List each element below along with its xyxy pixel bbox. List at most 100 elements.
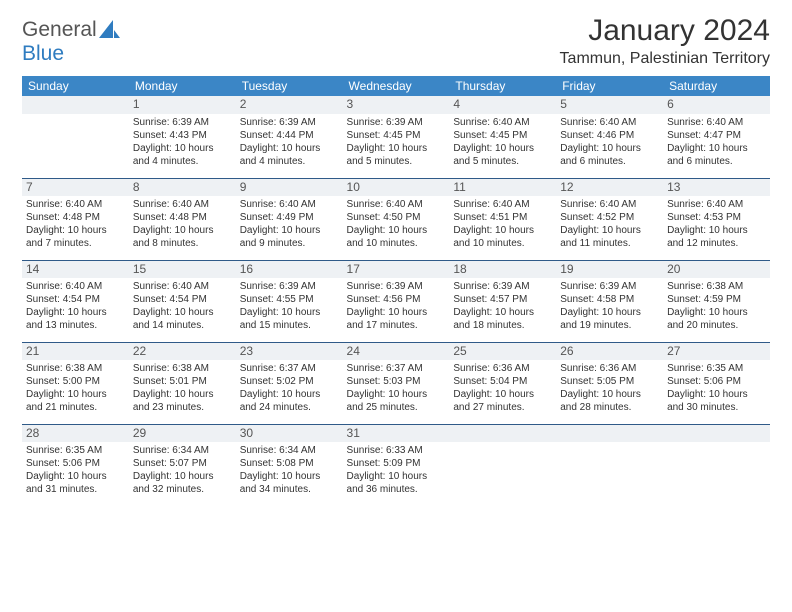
sunset-text: Sunset: 5:02 PM xyxy=(240,375,339,388)
calendar-week-row: 14Sunrise: 6:40 AMSunset: 4:54 PMDayligh… xyxy=(22,260,770,342)
calendar-day-cell: 25Sunrise: 6:36 AMSunset: 5:04 PMDayligh… xyxy=(449,342,556,424)
day-number: 24 xyxy=(343,343,450,361)
brand-part1: General xyxy=(22,18,97,41)
day-details: Sunrise: 6:38 AMSunset: 5:01 PMDaylight:… xyxy=(133,362,232,414)
sunrise-text: Sunrise: 6:39 AM xyxy=(560,280,659,293)
calendar-day-cell: 27Sunrise: 6:35 AMSunset: 5:06 PMDayligh… xyxy=(663,342,770,424)
sunrise-text: Sunrise: 6:40 AM xyxy=(240,198,339,211)
title-block: January 2024 Tammun, Palestinian Territo… xyxy=(560,14,770,68)
daylight-text: Daylight: 10 hours and 32 minutes. xyxy=(133,470,232,496)
day-details: Sunrise: 6:34 AMSunset: 5:07 PMDaylight:… xyxy=(133,444,232,496)
calendar-day-cell: 29Sunrise: 6:34 AMSunset: 5:07 PMDayligh… xyxy=(129,424,236,506)
day-details: Sunrise: 6:37 AMSunset: 5:03 PMDaylight:… xyxy=(347,362,446,414)
day-details: Sunrise: 6:40 AMSunset: 4:45 PMDaylight:… xyxy=(453,116,552,168)
sunset-text: Sunset: 4:59 PM xyxy=(667,293,766,306)
day-details: Sunrise: 6:40 AMSunset: 4:48 PMDaylight:… xyxy=(133,198,232,250)
calendar-day-cell xyxy=(663,424,770,506)
calendar-day-cell: 26Sunrise: 6:36 AMSunset: 5:05 PMDayligh… xyxy=(556,342,663,424)
calendar-week-row: 7Sunrise: 6:40 AMSunset: 4:48 PMDaylight… xyxy=(22,178,770,260)
daylight-text: Daylight: 10 hours and 21 minutes. xyxy=(26,388,125,414)
calendar-day-cell: 12Sunrise: 6:40 AMSunset: 4:52 PMDayligh… xyxy=(556,178,663,260)
calendar-day-cell: 10Sunrise: 6:40 AMSunset: 4:50 PMDayligh… xyxy=(343,178,450,260)
day-header: Friday xyxy=(556,76,663,96)
day-number xyxy=(556,425,663,443)
day-details: Sunrise: 6:40 AMSunset: 4:53 PMDaylight:… xyxy=(667,198,766,250)
day-number: 18 xyxy=(449,261,556,279)
sunrise-text: Sunrise: 6:39 AM xyxy=(240,280,339,293)
day-details: Sunrise: 6:40 AMSunset: 4:47 PMDaylight:… xyxy=(667,116,766,168)
calendar-day-cell: 11Sunrise: 6:40 AMSunset: 4:51 PMDayligh… xyxy=(449,178,556,260)
brand-part2: Blue xyxy=(22,42,64,65)
sunset-text: Sunset: 5:07 PM xyxy=(133,457,232,470)
day-header-row: Sunday Monday Tuesday Wednesday Thursday… xyxy=(22,76,770,96)
day-number: 14 xyxy=(22,261,129,279)
day-number: 22 xyxy=(129,343,236,361)
calendar-day-cell: 9Sunrise: 6:40 AMSunset: 4:49 PMDaylight… xyxy=(236,178,343,260)
daylight-text: Daylight: 10 hours and 14 minutes. xyxy=(133,306,232,332)
daylight-text: Daylight: 10 hours and 17 minutes. xyxy=(347,306,446,332)
day-details: Sunrise: 6:40 AMSunset: 4:51 PMDaylight:… xyxy=(453,198,552,250)
daylight-text: Daylight: 10 hours and 15 minutes. xyxy=(240,306,339,332)
daylight-text: Daylight: 10 hours and 30 minutes. xyxy=(667,388,766,414)
calendar-day-cell: 17Sunrise: 6:39 AMSunset: 4:56 PMDayligh… xyxy=(343,260,450,342)
daylight-text: Daylight: 10 hours and 27 minutes. xyxy=(453,388,552,414)
calendar-day-cell: 8Sunrise: 6:40 AMSunset: 4:48 PMDaylight… xyxy=(129,178,236,260)
day-details: Sunrise: 6:40 AMSunset: 4:54 PMDaylight:… xyxy=(133,280,232,332)
sunset-text: Sunset: 4:48 PM xyxy=(26,211,125,224)
sunrise-text: Sunrise: 6:38 AM xyxy=(667,280,766,293)
day-details: Sunrise: 6:39 AMSunset: 4:58 PMDaylight:… xyxy=(560,280,659,332)
daylight-text: Daylight: 10 hours and 28 minutes. xyxy=(560,388,659,414)
day-number: 1 xyxy=(129,96,236,114)
daylight-text: Daylight: 10 hours and 5 minutes. xyxy=(347,142,446,168)
calendar-day-cell: 28Sunrise: 6:35 AMSunset: 5:06 PMDayligh… xyxy=(22,424,129,506)
calendar-week-row: 1 Sunrise: 6:39 AMSunset: 4:43 PMDaylight… xyxy=(22,96,770,178)
day-number: 26 xyxy=(556,343,663,361)
sunrise-text: Sunrise: 6:40 AM xyxy=(347,198,446,211)
sunrise-text: Sunrise: 6:40 AM xyxy=(667,198,766,211)
daylight-text: Daylight: 10 hours and 31 minutes. xyxy=(26,470,125,496)
sunrise-text: Sunrise: 6:40 AM xyxy=(26,280,125,293)
day-number: 16 xyxy=(236,261,343,279)
calendar-day-cell: 22Sunrise: 6:38 AMSunset: 5:01 PMDayligh… xyxy=(129,342,236,424)
daylight-text: Daylight: 10 hours and 8 minutes. xyxy=(133,224,232,250)
calendar-day-cell xyxy=(556,424,663,506)
calendar-day-cell: 13Sunrise: 6:40 AMSunset: 4:53 PMDayligh… xyxy=(663,178,770,260)
day-number xyxy=(663,425,770,443)
day-number xyxy=(22,96,129,114)
location-text: Tammun, Palestinian Territory xyxy=(560,50,770,68)
sunset-text: Sunset: 4:58 PM xyxy=(560,293,659,306)
calendar-day-cell: 31Sunrise: 6:33 AMSunset: 5:09 PMDayligh… xyxy=(343,424,450,506)
day-details: Sunrise: 6:39 AMSunset: 4:43 PMDaylight:… xyxy=(133,116,232,168)
sunset-text: Sunset: 4:52 PM xyxy=(560,211,659,224)
day-number: 23 xyxy=(236,343,343,361)
daylight-text: Daylight: 10 hours and 10 minutes. xyxy=(453,224,552,250)
sunrise-text: Sunrise: 6:35 AM xyxy=(26,444,125,457)
day-number: 25 xyxy=(449,343,556,361)
day-number: 15 xyxy=(129,261,236,279)
day-number: 2 xyxy=(236,96,343,114)
sunrise-text: Sunrise: 6:34 AM xyxy=(133,444,232,457)
calendar-day-cell: 24Sunrise: 6:37 AMSunset: 5:03 PMDayligh… xyxy=(343,342,450,424)
calendar-day-cell: 2Sunrise: 6:39 AMSunset: 4:44 PMDaylight… xyxy=(236,96,343,178)
day-header: Saturday xyxy=(663,76,770,96)
sunset-text: Sunset: 4:45 PM xyxy=(453,129,552,142)
day-details: Sunrise: 6:39 AMSunset: 4:55 PMDaylight:… xyxy=(240,280,339,332)
daylight-text: Daylight: 10 hours and 4 minutes. xyxy=(133,142,232,168)
header: General Blue January 2024 Tammun, Palest… xyxy=(22,14,770,68)
sunrise-text: Sunrise: 6:39 AM xyxy=(453,280,552,293)
day-number: 31 xyxy=(343,425,450,443)
day-details: Sunrise: 6:33 AMSunset: 5:09 PMDaylight:… xyxy=(347,444,446,496)
day-details: Sunrise: 6:38 AMSunset: 4:59 PMDaylight:… xyxy=(667,280,766,332)
day-details: Sunrise: 6:39 AMSunset: 4:56 PMDaylight:… xyxy=(347,280,446,332)
calendar-day-cell xyxy=(22,96,129,178)
sunset-text: Sunset: 5:08 PM xyxy=(240,457,339,470)
day-number: 10 xyxy=(343,179,450,197)
brand-logo: General Blue xyxy=(22,14,121,66)
day-details: Sunrise: 6:40 AMSunset: 4:49 PMDaylight:… xyxy=(240,198,339,250)
daylight-text: Daylight: 10 hours and 36 minutes. xyxy=(347,470,446,496)
sunrise-text: Sunrise: 6:35 AM xyxy=(667,362,766,375)
calendar-day-cell: 5Sunrise: 6:40 AMSunset: 4:46 PMDaylight… xyxy=(556,96,663,178)
sunset-text: Sunset: 4:54 PM xyxy=(133,293,232,306)
sunrise-text: Sunrise: 6:40 AM xyxy=(133,280,232,293)
sunset-text: Sunset: 5:01 PM xyxy=(133,375,232,388)
